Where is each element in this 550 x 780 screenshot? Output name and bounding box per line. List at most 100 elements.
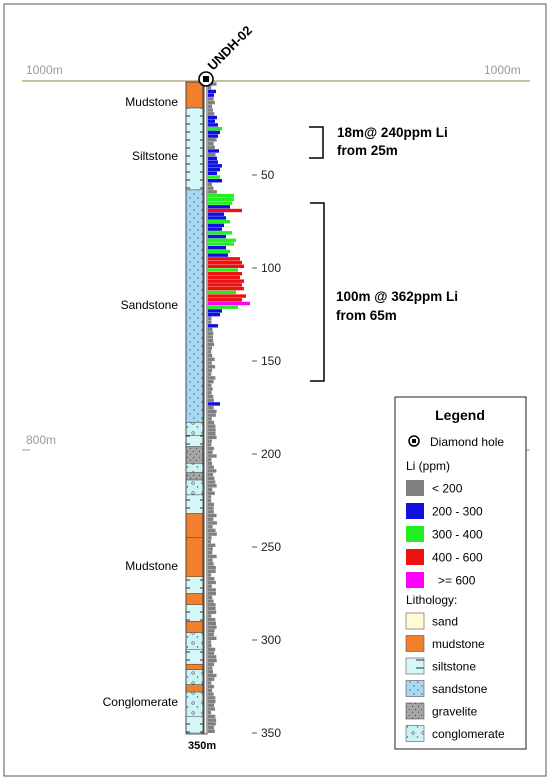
li-assay-bar [208,673,217,678]
li-assay-bar [208,219,230,224]
li-assay-bar [208,201,232,205]
li-assay-bar [208,283,242,287]
legend: Legend Diamond hole Li (ppm) < 200 200 - … [394,396,527,750]
interval-1-line1: 18m@ 240ppm Li [337,125,448,140]
li-assay-bar [208,524,213,529]
li-assay-bar [208,275,240,280]
lithology-unit [185,422,204,436]
li-assay-bar [208,636,217,640]
li-assay-bar [208,647,216,652]
li-assay-bar [208,294,246,298]
li-assay-bar [208,156,217,161]
li-assay-bar [208,123,218,127]
lithology-unit [185,435,204,447]
li-assay-bar [208,320,212,324]
li-assay-bar [208,182,212,187]
li-assay-bar [208,666,213,670]
li-assay-bar [208,365,216,369]
li-assay-bar [208,510,214,514]
li-assay-bar [208,625,217,629]
li-assay-bar [208,651,215,655]
legend-li-label: < 200 [432,482,463,496]
li-assay-bar [208,487,213,492]
legend-li-swatch [406,549,424,565]
li-assay-bar [208,149,219,153]
lithology-unit [185,632,204,650]
li-assay-bar [208,387,213,391]
lithology-unit [185,472,204,481]
li-assay-bar [208,417,212,421]
li-assay-bar [208,298,242,302]
li-assay-bar [208,126,222,131]
li-assay-bar [208,238,236,242]
lithology-unit [185,576,204,594]
li-assay-bar [208,331,214,335]
li-assay-bar [208,725,214,730]
li-assay-bar [208,424,216,428]
legend-li-title: Li (ppm) [406,459,450,473]
li-assay-bar [208,420,215,425]
li-assay-bar [208,446,214,451]
li-assay-bar [208,175,220,179]
li-assay-bar [208,513,217,518]
li-assay-bar [208,521,217,525]
li-assay-bar [208,435,217,440]
li-assay-bar [208,681,212,685]
diamond-hole-collar-icon [198,71,214,87]
li-assay-bar [208,699,216,704]
li-assay-bar [208,580,216,585]
li-assay-bar [208,547,213,551]
li-assay-bar [208,398,214,402]
li-assay-bar [208,264,244,268]
li-assay-bar [208,179,222,183]
lithology-unit [185,593,204,605]
lithology-unit [185,684,204,693]
legend-lithology-label: siltstone [432,660,476,674]
end-of-hole-label: 350m [188,740,216,752]
legend-li-label: 300 - 400 [432,528,483,542]
li-assay-bar [208,160,218,164]
li-assay-bar [208,610,217,614]
li-assay-bar [208,353,213,358]
lithology-unit [185,604,204,622]
li-assay-bar [208,138,217,142]
li-assay-bar [208,469,217,473]
depth-tick-label: 100 [261,261,281,275]
li-assay-bar [208,309,222,313]
li-assay-bar [208,130,220,135]
li-assay-bar [208,707,216,711]
li-assay-bar [208,439,212,443]
li-assay-bar [208,591,216,596]
li-assay-bar [208,584,212,588]
li-assay-bar [208,658,217,663]
li-assay-bar [208,190,217,194]
li-assay-bar [208,383,212,388]
li-assay-bar [208,402,220,406]
lithology-unit [185,446,204,464]
lithology-unit [185,537,204,577]
lithology-unit [185,621,204,633]
li-assay-bar [208,629,215,633]
li-assay-bar [208,342,215,347]
legend-lithology-label: sand [432,615,458,629]
li-assay-bar [208,498,212,503]
li-assay-bar [208,231,232,235]
legend-li-swatch [406,480,424,496]
li-assay-bar [208,588,216,592]
li-assay-bar [208,573,212,577]
li-assay-bar [208,569,216,574]
ground-surface-line [21,79,531,82]
elevation-800-label: 800m [26,433,56,447]
li-assay-bar [208,617,216,622]
lithology-unit [185,479,204,496]
elevation-surface-label-right: 1000m [484,63,521,77]
li-assay-bar [208,305,238,309]
legend-lithology-swatch [405,725,425,742]
depth-tick-label: 350 [261,726,281,740]
li-assay-bar [208,290,236,295]
li-assay-bar [208,443,212,447]
li-assay-bar [208,141,214,146]
li-assay-bar [208,506,214,510]
legend-li-label: 200 - 300 [432,505,483,519]
lithology-unit [185,463,204,473]
